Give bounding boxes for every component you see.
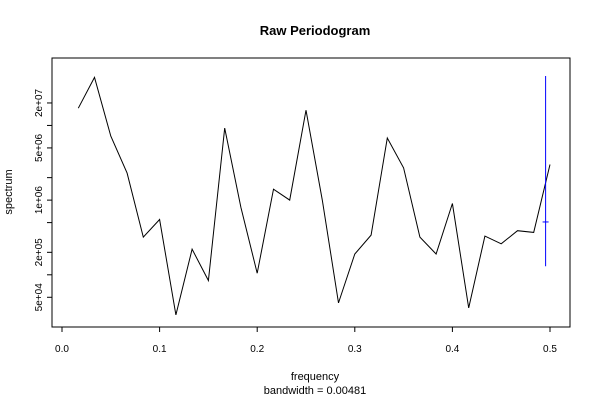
x-tick-label: 0.0	[55, 344, 69, 355]
x-axis: 0.0 0.1 0.2 0.3 0.4 0.5	[55, 327, 557, 355]
x-tick-label: 0.3	[348, 344, 362, 355]
x-tick-label: 0.1	[153, 344, 167, 355]
confidence-interval-bar	[542, 75, 549, 267]
y-axis-label: spectrum	[3, 169, 15, 214]
x-tick-label: 0.4	[445, 344, 459, 355]
y-tick-label: 1e+06	[34, 186, 45, 215]
chart-title: Raw Periodogram	[260, 23, 371, 38]
y-tick-label: 5e+04	[34, 283, 45, 312]
x-axis-label: frequency	[291, 371, 340, 383]
y-tick-label: 2e+05	[34, 238, 45, 267]
y-tick-label: 5e+06	[34, 133, 45, 162]
x-tick-label: 0.2	[250, 344, 264, 355]
bandwidth-label: bandwidth = 0.00481	[264, 385, 366, 397]
spectrum-series-line	[77, 76, 551, 316]
y-tick-label: 2e+07	[34, 88, 45, 117]
x-tick-label: 0.5	[543, 344, 557, 355]
y-axis: 5e+04 2e+05 1e+06 5e+06 2e+07	[34, 88, 52, 311]
plot-frame	[51, 57, 571, 328]
